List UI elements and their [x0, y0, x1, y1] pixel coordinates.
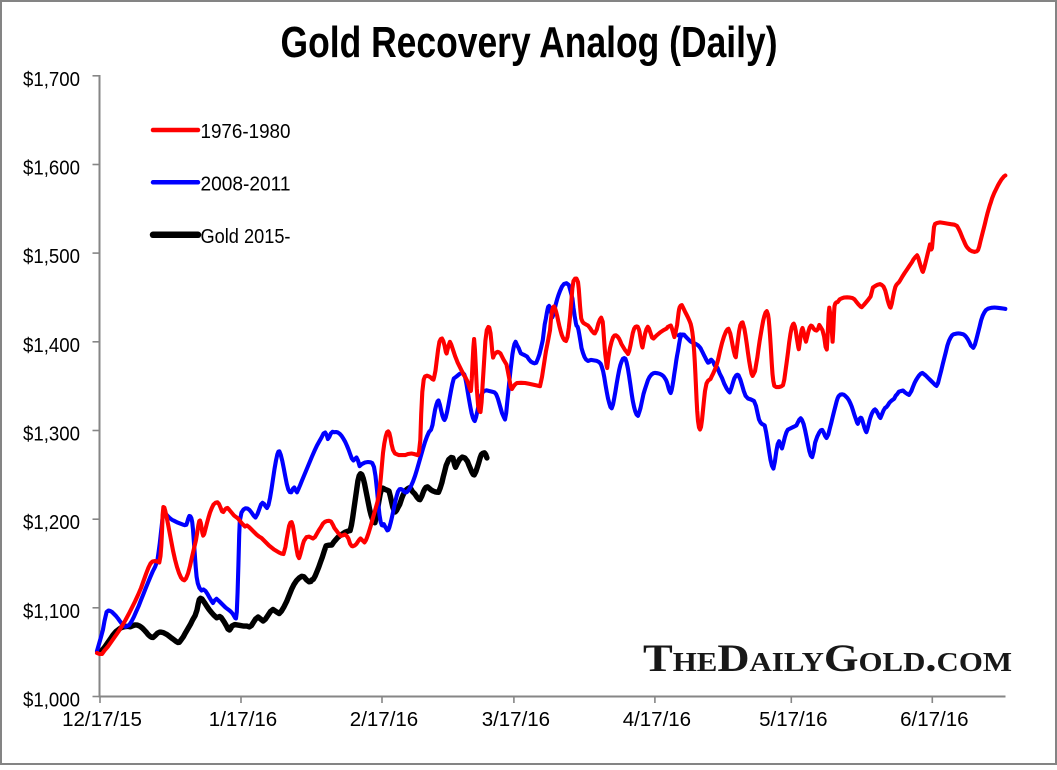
svg-text:2/17/16: 2/17/16 — [350, 708, 418, 731]
svg-text:6/17/16: 6/17/16 — [900, 708, 968, 731]
svg-text:$1,100: $1,100 — [23, 601, 80, 623]
svg-text:$1,300: $1,300 — [23, 424, 80, 446]
svg-text:$1,000: $1,000 — [23, 690, 80, 712]
svg-text:2008-2011: 2008-2011 — [201, 174, 291, 196]
svg-text:TheDailyGold.com: TheDailyGold.com — [643, 637, 1012, 680]
svg-text:Gold Recovery Analog (Daily): Gold Recovery Analog (Daily) — [281, 18, 778, 67]
svg-text:1/17/16: 1/17/16 — [209, 708, 277, 731]
svg-text:3/17/16: 3/17/16 — [482, 708, 550, 731]
svg-text:$1,700: $1,700 — [23, 69, 80, 91]
svg-text:$1,200: $1,200 — [23, 512, 80, 534]
svg-text:$1,500: $1,500 — [23, 246, 80, 268]
svg-text:Gold 2015-: Gold 2015- — [201, 226, 291, 248]
svg-text:$1,600: $1,600 — [23, 158, 80, 180]
svg-text:5/17/16: 5/17/16 — [759, 708, 827, 731]
svg-text:4/17/16: 4/17/16 — [623, 708, 691, 731]
svg-text:1976-1980: 1976-1980 — [201, 121, 291, 143]
svg-text:12/17/15: 12/17/15 — [62, 708, 142, 731]
svg-text:$1,400: $1,400 — [23, 335, 80, 357]
